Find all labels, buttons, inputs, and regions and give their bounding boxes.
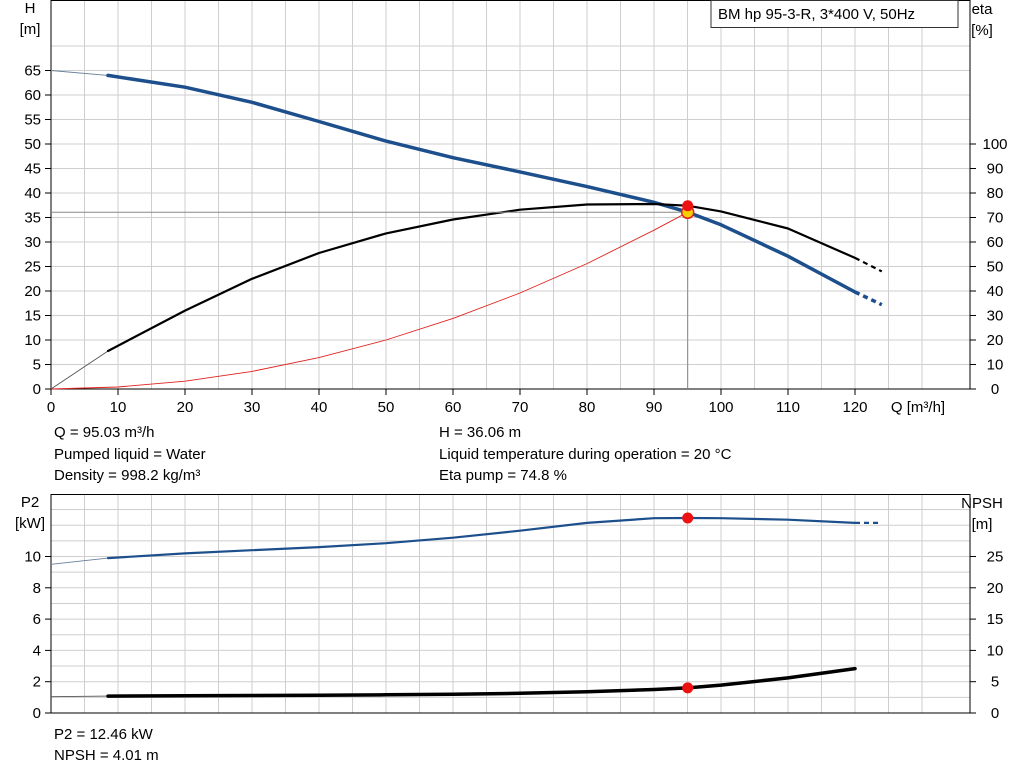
- x-tick-label: 110: [776, 399, 800, 416]
- y-left-tick-label: 20: [24, 283, 41, 300]
- y-right-tick-label: 25: [987, 549, 1004, 566]
- info-h: H = 36.06 m: [439, 424, 522, 441]
- plot-frame: [50, 494, 971, 714]
- info-p2: P2 = 12.46 kW: [54, 726, 153, 743]
- y-left-tick-label: 2: [33, 674, 41, 691]
- y-right-tick-label: 70: [987, 210, 1004, 227]
- y-right-axis-name: NPSH: [961, 495, 1003, 512]
- y-left-tick-label: 55: [24, 112, 41, 129]
- y-right-tick-label: 5: [991, 674, 999, 691]
- y-left-tick-label: 40: [24, 185, 41, 202]
- series-extension-dashed: [854, 256, 883, 273]
- y-right-axis-name: eta: [972, 1, 994, 18]
- y-left-axis-name: P2: [21, 494, 39, 511]
- x-tick-label: 10: [110, 399, 127, 416]
- y-right-tick-label: 20: [987, 580, 1004, 597]
- info-eta-pump: Eta pump = 74.8 %: [439, 467, 567, 484]
- power-npsh-chart: 0 2 4 6 8 10 0 5 10 15 20 25 P2 [kW] NPSH [m]: [15, 494, 1003, 722]
- y-left-tick-label: 15: [24, 308, 41, 325]
- head-efficiency-chart: 0 5 10 15 20 25 30 35 40 45 50 55 60 65 0 10 20 30 40 50 60 7…: [20, 0, 1008, 416]
- x-tick-label: 20: [177, 399, 194, 416]
- y-left-axis-unit: [m]: [20, 21, 41, 38]
- y-left-tick-label: 65: [24, 63, 41, 80]
- y-right-tick-label: 10: [987, 642, 1004, 659]
- y-right-axis-unit: [%]: [971, 22, 993, 39]
- x-tick-label: 0: [47, 399, 55, 416]
- series-lead-line: [50, 70, 109, 76]
- x-tick-label: 40: [311, 399, 328, 416]
- y-right-tick-label: 0: [991, 381, 999, 398]
- series-line: [106, 516, 857, 560]
- info-npsh: NPSH = 4.01 m: [54, 747, 159, 764]
- title-box: [710, 0, 959, 28]
- x-tick-label: 70: [512, 399, 529, 416]
- series-line: [50, 211, 688, 390]
- y-left-tick-label: 8: [33, 580, 41, 597]
- y-left-tick-label: 0: [33, 381, 41, 398]
- x-tick-label: 100: [708, 399, 733, 416]
- y-right-tick-label: 100: [982, 136, 1007, 153]
- x-tick-label: 30: [244, 399, 261, 416]
- series-lead-line: [50, 350, 109, 390]
- series-lead-line: [50, 557, 109, 565]
- y-left-tick-label: 5: [33, 357, 41, 374]
- info-density: Density = 998.2 kg/m³: [54, 467, 201, 484]
- y-left-tick-label: 0: [33, 705, 41, 722]
- plot-frame: [50, 0, 971, 390]
- y-right-tick-label: 0: [991, 705, 999, 722]
- x-tick-label: 60: [445, 399, 462, 416]
- y-right-tick-label: 40: [987, 283, 1004, 300]
- y-left-tick-label: 35: [24, 210, 41, 227]
- y-left-tick-label: 6: [33, 611, 41, 628]
- y-left-axis-name: H: [25, 0, 36, 17]
- x-tick-label: 50: [378, 399, 395, 416]
- y-left-tick-label: 45: [24, 161, 41, 178]
- operating-point-npsh-marker: [682, 682, 694, 694]
- y-right-tick-label: 20: [987, 332, 1004, 349]
- x-axis-label: Q [m³/h]: [891, 399, 945, 416]
- y-left-tick-label: 60: [24, 87, 41, 104]
- chart-title: BM hp 95-3-R, 3*400 V, 50Hz: [718, 6, 915, 23]
- series-line: [106, 202, 857, 353]
- info-pumped-liquid: Pumped liquid = Water: [54, 446, 206, 463]
- series-extension-dashed: [854, 290, 883, 307]
- y-right-axis-unit: [m]: [972, 516, 993, 533]
- x-tick-label: 80: [579, 399, 596, 416]
- y-left-tick-label: 25: [24, 259, 41, 276]
- y-right-tick-label: 30: [987, 308, 1004, 325]
- y-left-tick-label: 10: [24, 549, 41, 566]
- y-right-tick-label: 50: [987, 259, 1004, 276]
- info-q: Q = 95.03 m³/h: [54, 424, 155, 441]
- series-lead-line: [50, 695, 109, 698]
- series-line: [106, 73, 857, 294]
- y-left-tick-label: 10: [24, 332, 41, 349]
- x-tick-label: 90: [646, 399, 663, 416]
- y-right-tick-label: 90: [987, 161, 1004, 178]
- y-right-tick-label: 10: [987, 357, 1004, 374]
- y-left-tick-label: 50: [24, 136, 41, 153]
- y-right-tick-label: 80: [987, 185, 1004, 202]
- operating-point-eta-marker: [682, 200, 694, 212]
- series-line: [106, 666, 857, 698]
- operating-point-p2-marker: [682, 512, 694, 524]
- y-left-tick-label: 30: [24, 234, 41, 251]
- y-right-tick-label: 60: [987, 234, 1004, 251]
- info-liquid-temperature: Liquid temperature during operation = 20…: [439, 446, 732, 463]
- x-tick-label: 120: [842, 399, 867, 416]
- y-left-tick-label: 4: [33, 642, 41, 659]
- y-left-axis-unit: [kW]: [15, 515, 45, 532]
- y-right-tick-label: 15: [987, 611, 1004, 628]
